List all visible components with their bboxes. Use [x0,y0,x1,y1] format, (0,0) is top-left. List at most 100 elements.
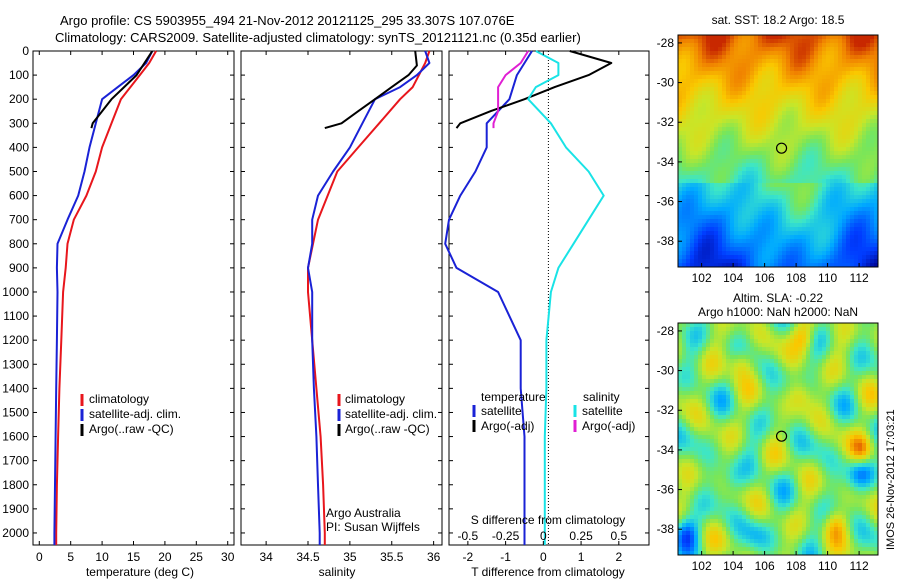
heatmap-cell [866,51,871,56]
heatmap-cell [786,459,791,464]
heatmap-cell [826,423,831,428]
heatmap-cell [838,431,843,436]
heatmap-cell [794,163,799,168]
heatmap-cell [770,423,775,428]
heatmap-cell [686,79,691,84]
heatmap-cell [686,427,691,432]
heatmap-cell [874,91,878,96]
heatmap-cell [798,103,803,108]
heatmap-cell [846,199,851,204]
heatmap-cell [710,87,715,92]
heatmap-cell [874,195,878,200]
heatmap-cell [806,39,811,44]
heatmap-cell [798,39,803,44]
heatmap-cell [718,459,723,464]
heatmap-cell [806,351,811,356]
heatmap-cell [702,111,707,116]
heatmap-cell [850,139,855,144]
heatmap-cell [850,55,855,60]
heatmap-cell [758,415,763,420]
heatmap-cell [818,43,823,48]
x-tick-label: 20 [158,550,172,564]
heatmap-cell [866,247,871,252]
heatmap-cell [710,111,715,116]
heatmap-cell [794,47,799,52]
heatmap-cell [810,211,815,216]
heatmap-cell [762,107,767,112]
heatmap-cell [678,215,683,220]
heatmap-cell [846,411,851,416]
heatmap-cell [706,231,711,236]
heatmap-cell [834,395,839,400]
heatmap-cell [706,447,711,452]
heatmap-cell [702,347,707,352]
heatmap-cell [842,159,847,164]
heatmap-cell [838,255,843,260]
heatmap-cell [738,183,743,188]
heatmap-cell [838,103,843,108]
heatmap-cell [742,175,747,180]
heatmap-cell [794,143,799,148]
heatmap-cell [738,251,743,256]
heatmap-cell [774,427,779,432]
heatmap-cell [690,211,695,216]
heatmap-cell [774,411,779,416]
heatmap-cell [718,375,723,380]
heatmap-cell [726,51,731,56]
heatmap-cell [766,155,771,160]
heatmap-cell [854,171,859,176]
heatmap-cell [874,75,878,80]
heatmap-cell [830,219,835,224]
heatmap-cell [810,459,815,464]
heatmap-cell [730,51,735,56]
heatmap-cell [814,151,819,156]
heatmap-cell [858,219,863,224]
heatmap-cell [754,375,759,380]
heatmap-cell [778,459,783,464]
heatmap-cell [866,183,871,188]
heatmap-cell [806,239,811,244]
heatmap-cell [790,407,795,412]
heatmap-cell [730,411,735,416]
heatmap-cell [754,143,759,148]
heatmap-cell [818,443,823,448]
heatmap-cell [862,379,867,384]
heatmap-cell [786,103,791,108]
heatmap-cell [834,415,839,420]
heatmap-cell [814,259,819,264]
heatmap-cell [826,355,831,360]
heatmap-cell [814,415,819,420]
heatmap-cell [866,163,871,168]
heatmap-cell [858,359,863,364]
heatmap-cell [710,167,715,172]
heatmap-cell [750,223,755,228]
heatmap-cell [750,451,755,456]
heatmap-cell [822,327,827,332]
heatmap-cell [822,123,827,128]
heatmap-cell [746,359,751,364]
heatmap-cell [850,335,855,340]
heatmap-cell [766,51,771,56]
heatmap-cell [770,203,775,208]
heatmap-cell [786,251,791,256]
heatmap-cell [726,239,731,244]
heatmap-cell [810,151,815,156]
heatmap-cell [866,383,871,388]
heatmap-cell [714,215,719,220]
heatmap-cell [722,139,727,144]
heatmap-cell [838,47,843,52]
heatmap-cell [810,167,815,172]
heatmap-cell [874,419,878,424]
heatmap-cell [678,247,683,252]
heatmap-cell [842,403,847,408]
heatmap-cell [742,363,747,368]
heatmap-cell [754,203,759,208]
heatmap-cell [746,247,751,252]
heatmap-cell [682,211,687,216]
heatmap-cell [766,367,771,372]
heatmap-cell [718,159,723,164]
heatmap-cell [810,95,815,100]
heatmap-cell [678,367,683,372]
heatmap-cell [818,175,823,180]
heatmap-cell [870,143,875,148]
